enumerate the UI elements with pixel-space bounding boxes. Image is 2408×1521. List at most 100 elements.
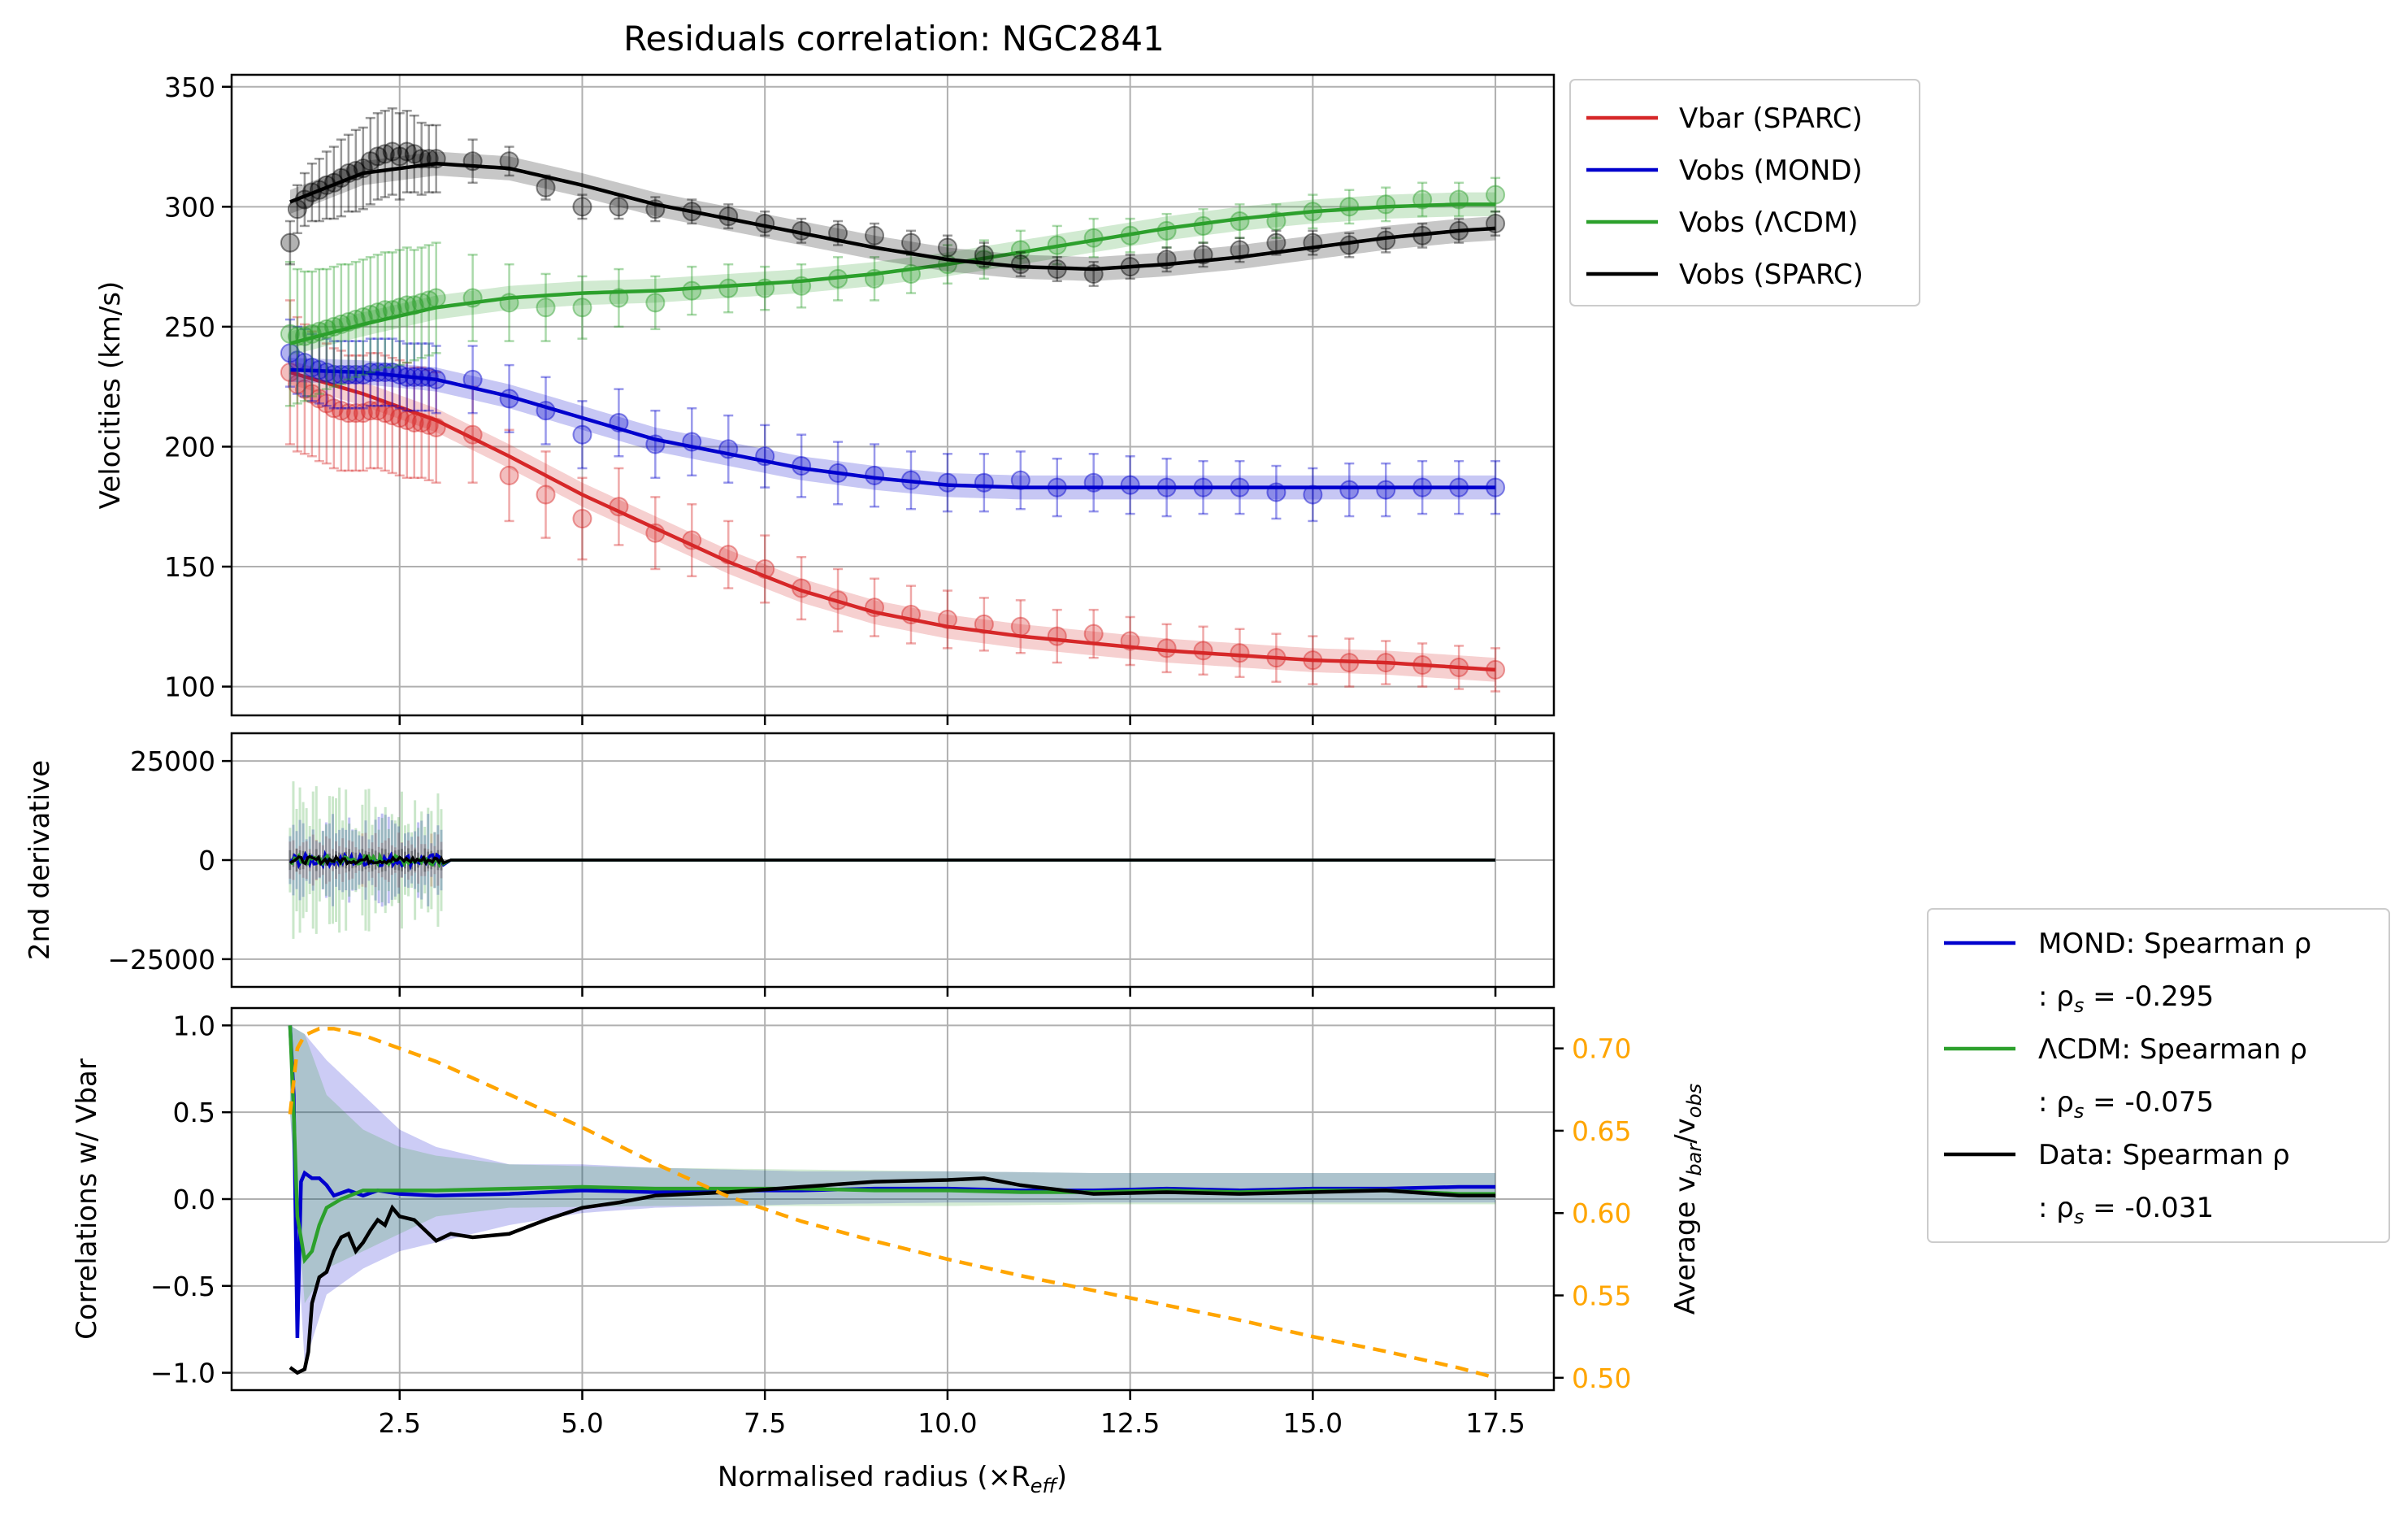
data-point bbox=[645, 293, 666, 313]
secondary-y-tick-label: 0.60 bbox=[1572, 1197, 1631, 1229]
second-derivative-line bbox=[289, 854, 1496, 867]
data-point bbox=[536, 298, 556, 318]
data-point bbox=[572, 298, 592, 318]
data-point bbox=[280, 232, 300, 253]
x-tick-label: 10.0 bbox=[918, 1407, 977, 1439]
data-point bbox=[1193, 641, 1213, 661]
data-point bbox=[718, 278, 739, 298]
data-point bbox=[280, 343, 300, 363]
legend-bottom-box bbox=[1927, 908, 2390, 1243]
x-tick-label: 7.5 bbox=[744, 1407, 786, 1439]
x-tick-label: 17.5 bbox=[1465, 1407, 1525, 1439]
legend-label: Data: Spearman ρ bbox=[2038, 1139, 2290, 1171]
legend-value-prefix: : ρ bbox=[2038, 1192, 2074, 1224]
x-axis-label: Normalised radius (×Reff) bbox=[718, 1461, 1067, 1497]
data-point bbox=[294, 379, 315, 399]
x-tick-label: 2.5 bbox=[379, 1407, 421, 1439]
fit-line bbox=[289, 202, 1496, 345]
data-point bbox=[1376, 194, 1396, 215]
y-tick-label: 200 bbox=[164, 431, 215, 463]
legend-label: Vobs (MOND) bbox=[1679, 154, 1863, 187]
data-point bbox=[572, 424, 592, 445]
legend-value-prefix: : ρ bbox=[2038, 980, 2074, 1013]
second-derivative-data bbox=[289, 781, 1496, 939]
data-point bbox=[937, 237, 957, 258]
fit-band bbox=[289, 151, 1496, 281]
data-point bbox=[360, 151, 380, 172]
legend-value-sub: s bbox=[2074, 994, 2085, 1017]
data-point bbox=[367, 401, 388, 421]
data-point bbox=[302, 384, 322, 404]
data-point bbox=[572, 197, 592, 217]
series-Vobs (MOND) bbox=[280, 318, 1506, 523]
series-Vobs (SPARC) bbox=[280, 107, 1506, 287]
correlations-right-ylabel: Average vbar/vobs bbox=[1669, 1084, 1706, 1315]
band-MOND bbox=[289, 1025, 1496, 1364]
velocities-panel: 100 150 200 250 300 350 Velocities (km/s) bbox=[94, 72, 1555, 725]
y-tick-label: −1.0 bbox=[150, 1358, 215, 1389]
legend-value-prefix: : ρ bbox=[2038, 1086, 2074, 1119]
x-tick-label: 5.0 bbox=[561, 1407, 603, 1439]
data-point bbox=[1339, 197, 1360, 217]
data-point bbox=[367, 146, 388, 167]
data-point bbox=[331, 401, 351, 421]
velocities-grid bbox=[232, 75, 1554, 715]
fit-line bbox=[289, 367, 1496, 489]
fit-line bbox=[289, 161, 1496, 272]
velocities-ylabel: Velocities (km/s) bbox=[94, 281, 127, 510]
second-derivative-ticks: −25000 0 25000 bbox=[107, 745, 1497, 997]
legend-value-number: = -0.031 bbox=[2084, 1192, 2214, 1224]
legend-value-number: = -0.295 bbox=[2084, 980, 2214, 1013]
second-derivative-panel: −25000 0 25000 2nd derivative bbox=[24, 732, 1555, 997]
series-Vobs (ΛCDM) bbox=[280, 176, 1506, 407]
legend-value: : ρs = -0.295 bbox=[2038, 980, 2214, 1017]
y-tick-label: 0.0 bbox=[173, 1184, 215, 1215]
data-point bbox=[389, 146, 410, 167]
fit-band bbox=[289, 192, 1496, 356]
second-derivative-ylabel: 2nd derivative bbox=[24, 760, 56, 960]
y-tick-label: 150 bbox=[164, 551, 215, 583]
correlations-grid bbox=[232, 1008, 1554, 1390]
data-point bbox=[345, 403, 366, 424]
line-Average vbar/vobs bbox=[288, 1027, 1496, 1380]
series-Vbar (SPARC) bbox=[280, 299, 1506, 693]
data-point bbox=[1120, 475, 1140, 495]
y-tick-label: 350 bbox=[164, 72, 215, 103]
data-point bbox=[375, 144, 395, 164]
data-point bbox=[397, 141, 417, 162]
legend-label: MOND: Spearman ρ bbox=[2038, 928, 2311, 960]
data-point bbox=[353, 403, 373, 424]
data-point bbox=[536, 485, 556, 505]
legend-value-sub: s bbox=[2074, 1100, 2085, 1123]
correlations-panel: 2.5 5.0 7.5 10.0 12.5 15.0 17.5 −1.0 −0.5 0.0 0.5 1… bbox=[71, 1006, 1706, 1497]
legend-label: ΛCDM: Spearman ρ bbox=[2038, 1033, 2307, 1066]
legend-label: Vobs (SPARC) bbox=[1679, 259, 1863, 291]
y-tick-label: −0.5 bbox=[150, 1271, 215, 1302]
y-tick-label: 0 bbox=[198, 845, 215, 876]
data-point bbox=[572, 508, 592, 528]
data-point bbox=[900, 232, 921, 253]
correlations-data bbox=[288, 1025, 1496, 1380]
envelope-Vobs (ΛCDM) bbox=[289, 781, 443, 939]
data-point bbox=[375, 403, 395, 424]
legend-value: : ρs = -0.075 bbox=[2038, 1086, 2214, 1123]
y-tick-label: −25000 bbox=[107, 944, 215, 976]
data-point bbox=[865, 225, 885, 246]
data-point bbox=[1010, 616, 1030, 637]
data-point bbox=[1339, 480, 1360, 500]
data-point bbox=[499, 465, 519, 485]
secondary-y-tick-label: 0.50 bbox=[1572, 1362, 1631, 1394]
correlations-ylabel: Correlations w/ Vbar bbox=[71, 1058, 103, 1340]
x-tick-label: 12.5 bbox=[1100, 1407, 1160, 1439]
secondary-y-tick-label: 0.55 bbox=[1572, 1280, 1631, 1312]
band-ΛCDM bbox=[289, 1025, 1496, 1304]
fit-line bbox=[289, 370, 1496, 672]
secondary-y-tick-label: 0.70 bbox=[1572, 1033, 1631, 1065]
legend-value-number: = -0.075 bbox=[2084, 1086, 2214, 1119]
legend-label: Vobs (ΛCDM) bbox=[1679, 206, 1859, 239]
data-point bbox=[682, 280, 702, 301]
velocities-data bbox=[280, 107, 1506, 693]
line-Data bbox=[289, 1176, 1496, 1375]
data-point bbox=[382, 406, 402, 426]
